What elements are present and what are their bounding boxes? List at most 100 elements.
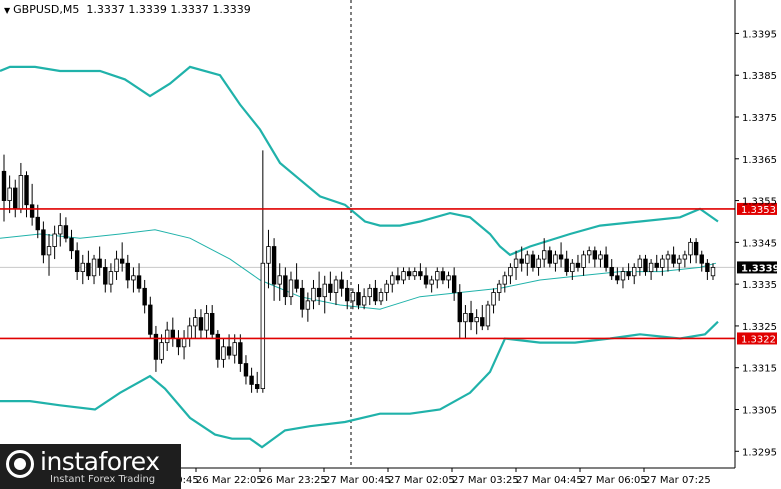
candle-body-down xyxy=(243,363,249,377)
candle xyxy=(136,263,142,293)
candle xyxy=(69,229,74,260)
candle-body-up xyxy=(502,275,508,285)
candle xyxy=(103,259,108,293)
price-tick-label-8: 1.3315 xyxy=(742,364,777,375)
support-resistance-levels: 1.3353 1.3322 1.3339 xyxy=(0,202,780,345)
candle xyxy=(63,217,69,243)
candle-body-up xyxy=(58,225,63,235)
candle-body-down xyxy=(316,287,322,298)
candle xyxy=(294,263,299,293)
candle-body-down xyxy=(153,333,159,360)
time-tick-label-6: 27 Mar 02:05 xyxy=(388,475,455,486)
candle-body-down xyxy=(294,279,299,289)
level-price-label-0: 1.3353 xyxy=(741,205,776,216)
candle xyxy=(485,300,491,331)
bollinger-upper xyxy=(0,65,719,257)
candle xyxy=(406,267,412,280)
candle-body-up xyxy=(277,275,282,285)
candle xyxy=(457,284,462,339)
candle xyxy=(238,334,243,372)
candle-body-down xyxy=(255,384,260,390)
candle xyxy=(435,267,440,289)
candle xyxy=(384,279,389,301)
candle xyxy=(592,246,598,268)
candle-body-down xyxy=(339,279,344,289)
candle xyxy=(52,225,57,260)
candle xyxy=(665,250,671,272)
candle xyxy=(361,288,367,310)
candle-body-up xyxy=(114,258,119,273)
candle xyxy=(451,267,457,301)
candle-body-up xyxy=(677,258,682,264)
current-price-label: 1.3339 xyxy=(741,263,780,274)
candle-body-up xyxy=(350,292,356,302)
candle xyxy=(35,204,40,239)
candle-body-up xyxy=(710,267,716,277)
candle-body-up xyxy=(536,258,541,268)
candle xyxy=(598,250,603,268)
candle-body-down xyxy=(519,258,524,264)
candle xyxy=(193,309,198,339)
candle-body-down xyxy=(615,275,620,281)
candle xyxy=(564,250,569,276)
candle xyxy=(705,259,710,280)
price-tick-label-9: 1.3305 xyxy=(742,406,777,417)
candle-body-down xyxy=(97,258,102,268)
candle xyxy=(699,250,704,272)
candle xyxy=(682,250,688,268)
candle-body-down xyxy=(643,258,648,273)
candle xyxy=(446,271,451,289)
ohlc-values: 1.3337 1.3339 1.3337 1.3339 xyxy=(86,3,251,16)
candle-body-down xyxy=(345,287,350,302)
candle-body-down xyxy=(74,250,80,273)
candle-body-up xyxy=(378,292,384,302)
logo-tagline: Instant Forex Trading xyxy=(50,474,156,485)
candle xyxy=(536,254,541,276)
logo-icon xyxy=(6,450,34,478)
candle-body-down xyxy=(480,317,485,327)
candle-body-up xyxy=(485,304,491,327)
candle xyxy=(603,246,609,272)
candle xyxy=(46,234,52,276)
candle-body-down xyxy=(35,216,40,231)
price-tick-label-0: 1.3395 xyxy=(742,29,777,40)
candle xyxy=(620,267,626,289)
time-tick-label-5: 27 Mar 00:45 xyxy=(324,475,391,486)
candle xyxy=(491,288,496,314)
level-price-badge-1 xyxy=(737,332,777,345)
candle-body-down xyxy=(423,275,429,285)
candle xyxy=(474,309,479,335)
candle-body-up xyxy=(108,271,114,285)
candle-body-down xyxy=(300,287,305,310)
candle-body-up xyxy=(446,275,451,281)
candle xyxy=(463,305,468,339)
symbol-label: GBPUSD,M5 xyxy=(13,3,80,16)
candle xyxy=(142,279,147,314)
candle-body-up xyxy=(632,267,637,277)
candle xyxy=(339,271,344,297)
candle xyxy=(390,271,395,293)
candle-body-down xyxy=(626,271,631,277)
candle-body-up xyxy=(412,271,417,277)
candle xyxy=(328,271,333,301)
candle xyxy=(125,254,130,289)
candle-body-up xyxy=(384,283,389,293)
candle-body-up xyxy=(587,250,592,256)
candle xyxy=(632,263,637,285)
candle xyxy=(654,254,659,272)
level-price-label-1: 1.3322 xyxy=(741,334,776,345)
candle xyxy=(91,254,97,285)
candle xyxy=(322,275,327,314)
candle xyxy=(153,325,159,372)
candle xyxy=(643,254,648,276)
candle-body-down xyxy=(119,258,125,264)
candle-body-down xyxy=(418,271,423,277)
candle-body-down xyxy=(13,187,18,210)
candle xyxy=(29,183,35,226)
price-tick-label-7: 1.3325 xyxy=(742,322,777,333)
collapse-triangle-icon[interactable]: ▼ xyxy=(4,6,11,15)
candle-body-up xyxy=(541,250,547,260)
candle-body-up xyxy=(204,312,209,331)
